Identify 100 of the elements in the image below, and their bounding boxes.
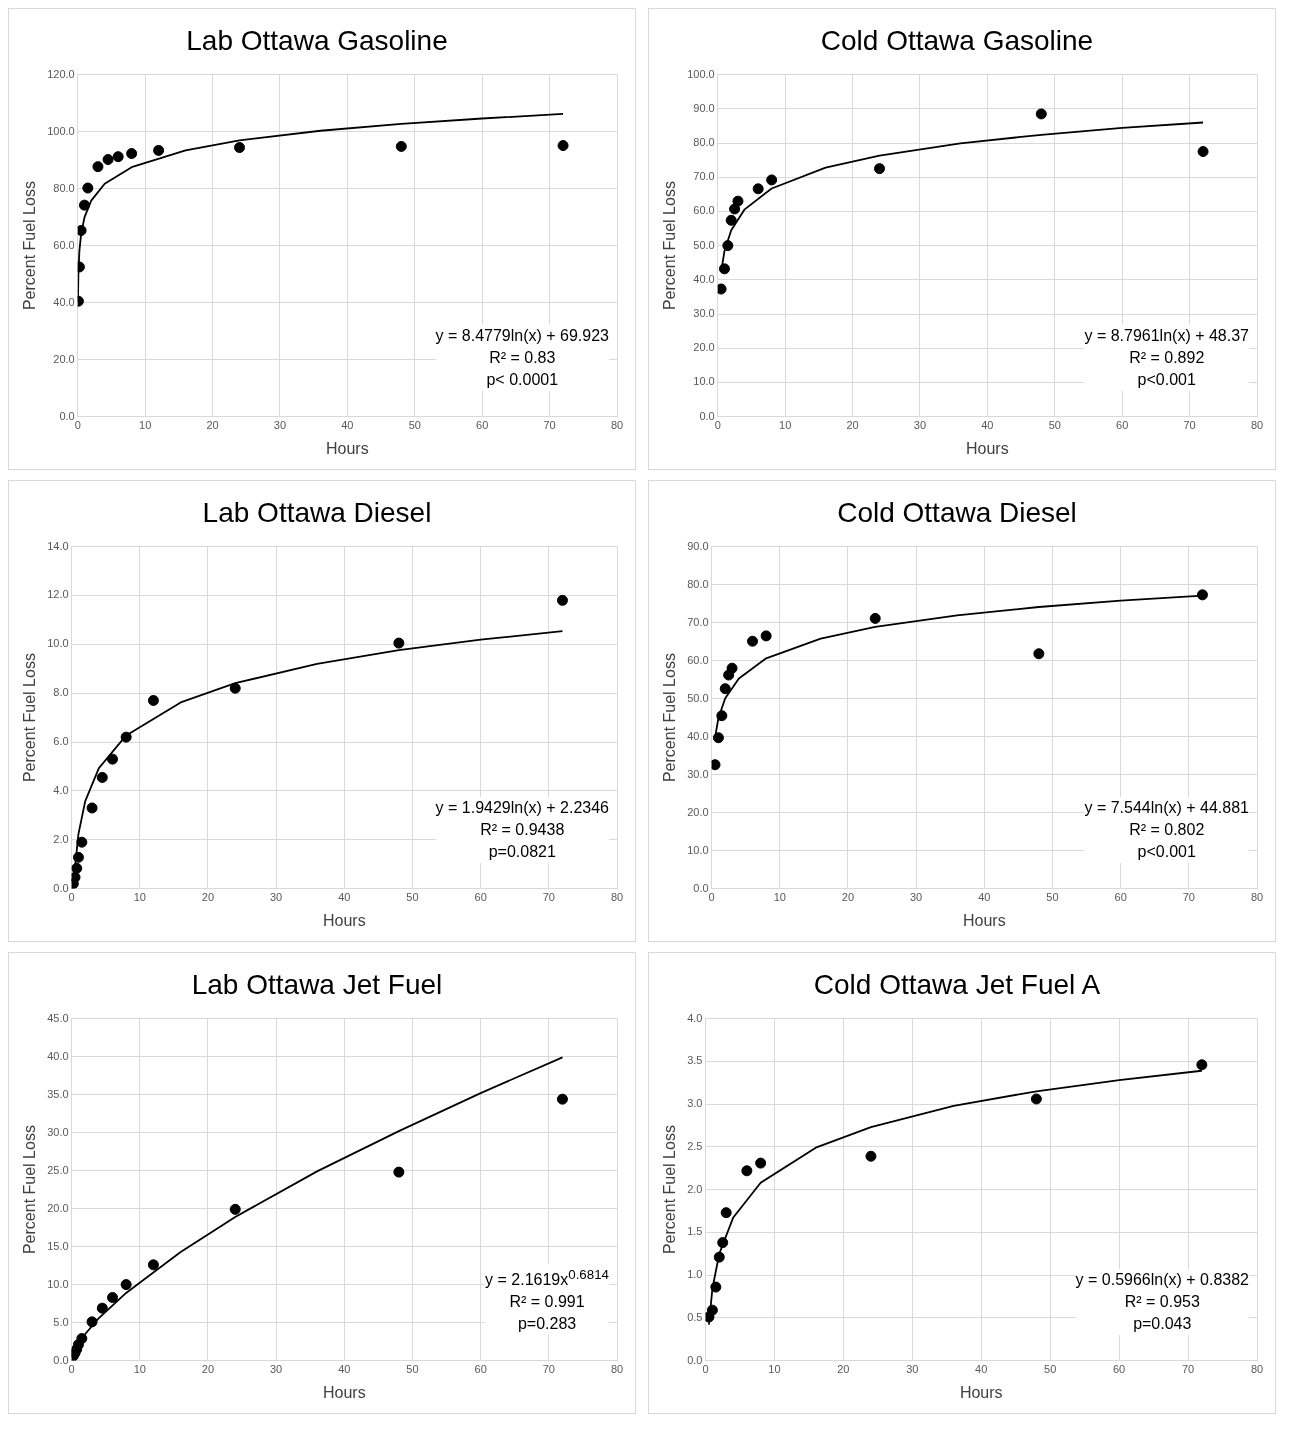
- y-tick-label: 30.0: [47, 1125, 69, 1138]
- y-axis-title: Percent Fuel Loss: [661, 181, 679, 311]
- point: [147, 1259, 159, 1271]
- y-tick-label: 70.0: [687, 615, 709, 628]
- x-tick-label: 70: [1183, 419, 1196, 432]
- point: [92, 161, 104, 173]
- y-tick-label: 90.0: [687, 539, 709, 552]
- point: [107, 1292, 119, 1304]
- x-tick-label: 40: [981, 419, 994, 432]
- point: [234, 142, 246, 154]
- point: [82, 182, 94, 194]
- annotation: p=0.0821: [487, 842, 557, 862]
- y-tick-label: 35.0: [47, 1087, 69, 1100]
- x-tick-label: 80: [610, 891, 624, 904]
- x-tick-label: 0: [68, 891, 75, 904]
- point: [395, 140, 407, 152]
- x-tick-label: 30: [913, 419, 927, 432]
- point: [556, 1093, 568, 1105]
- point: [96, 771, 108, 783]
- chart-title: Lab Ottawa Jet Fuel: [191, 968, 443, 1000]
- y-tick-label: 10.0: [693, 375, 715, 388]
- y-axis-title: Percent Fuel Loss: [21, 181, 39, 311]
- y-tick-label: 100.0: [47, 124, 75, 137]
- y-tick-label: 20.0: [47, 1201, 69, 1214]
- y-tick-label: 0.0: [693, 881, 709, 894]
- y-tick-label: 0.0: [59, 409, 75, 422]
- x-tick-label: 60: [474, 1363, 487, 1376]
- y-tick-label: 0.0: [687, 1353, 703, 1366]
- point: [874, 163, 886, 175]
- point: [76, 836, 88, 848]
- x-tick-label: 50: [1044, 1363, 1057, 1376]
- point: [1033, 648, 1045, 660]
- y-tick-label: 30.0: [693, 307, 715, 320]
- x-tick-label: 50: [406, 891, 419, 904]
- point: [711, 759, 721, 771]
- x-tick-label: 30: [273, 419, 287, 432]
- point: [752, 183, 764, 195]
- x-tick-label: 50: [1046, 891, 1059, 904]
- annotation: R² = 0.953: [1123, 1292, 1201, 1312]
- x-tick-label: 60: [476, 419, 489, 432]
- x-tick-label: 40: [341, 419, 354, 432]
- y-tick-label: 50.0: [687, 691, 709, 704]
- y-tick-label: 50.0: [693, 238, 715, 251]
- point: [393, 637, 405, 649]
- x-tick-label: 40: [975, 1363, 988, 1376]
- chart-title: Cold Ottawa Diesel: [837, 496, 1077, 528]
- annotation: R² = 0.83: [488, 348, 557, 368]
- y-tick-label: 6.0: [53, 735, 69, 748]
- point: [865, 1150, 877, 1162]
- x-tick-label: 40: [338, 891, 351, 904]
- y-tick-label: 2.0: [687, 1182, 703, 1195]
- x-tick-label: 60: [1116, 419, 1129, 432]
- x-tick-label: 50: [1048, 419, 1061, 432]
- annotation: R² = 0.9438: [479, 820, 566, 840]
- y-tick-label: 10.0: [687, 843, 709, 856]
- y-tick-label: 80.0: [53, 181, 75, 194]
- y-tick-label: 60.0: [53, 238, 75, 251]
- point: [1196, 1059, 1208, 1071]
- x-tick-label: 30: [270, 1363, 283, 1376]
- x-tick-label: 10: [779, 419, 792, 432]
- y-tick-label: 8.0: [53, 686, 69, 699]
- y-tick-label: 0.0: [53, 881, 69, 894]
- x-tick-label: 80: [1250, 891, 1264, 904]
- annotation: R² = 0.802: [1128, 820, 1206, 840]
- x-tick-label: 50: [408, 419, 421, 432]
- x-tick-label: 70: [1182, 891, 1195, 904]
- point: [153, 144, 165, 156]
- x-tick-label: 0: [714, 419, 721, 432]
- y-tick-label: 60.0: [693, 204, 715, 217]
- annotation: y = 7.544ln(x) + 44.881: [1084, 798, 1249, 818]
- x-tick-label: 20: [201, 1363, 215, 1376]
- x-axis-title: Hours: [962, 911, 1006, 929]
- y-tick-label: 5.0: [53, 1315, 69, 1328]
- point: [557, 140, 569, 152]
- point: [712, 732, 724, 744]
- point: [393, 1166, 405, 1178]
- x-tick-label: 30: [906, 1363, 919, 1376]
- y-tick-label: 70.0: [693, 170, 715, 183]
- point: [147, 695, 159, 706]
- y-tick-label: 3.0: [687, 1097, 703, 1110]
- y-tick-label: 0.0: [699, 409, 715, 422]
- point: [1035, 108, 1047, 120]
- y-tick-label: 10.0: [47, 637, 69, 650]
- y-tick-label: 14.0: [47, 539, 69, 552]
- x-tick-label: 10: [133, 891, 146, 904]
- y-tick-label: 1.5: [687, 1225, 703, 1238]
- chart-title: Lab Ottawa Diesel: [202, 496, 432, 528]
- x-axis-title: Hours: [326, 439, 369, 457]
- x-tick-label: 70: [543, 419, 556, 432]
- y-tick-label: 2.5: [687, 1139, 703, 1152]
- point: [126, 148, 138, 160]
- y-tick-label: 45.0: [47, 1011, 69, 1024]
- y-tick-label: 80.0: [693, 136, 715, 149]
- x-tick-label: 80: [610, 1363, 624, 1376]
- y-axis-title: Percent Fuel Loss: [21, 1125, 39, 1255]
- point: [725, 214, 737, 226]
- y-axis-title: Percent Fuel Loss: [21, 653, 39, 783]
- annotation: p=0.283: [516, 1314, 578, 1334]
- y-tick-label: 90.0: [693, 101, 715, 114]
- point: [755, 1157, 767, 1169]
